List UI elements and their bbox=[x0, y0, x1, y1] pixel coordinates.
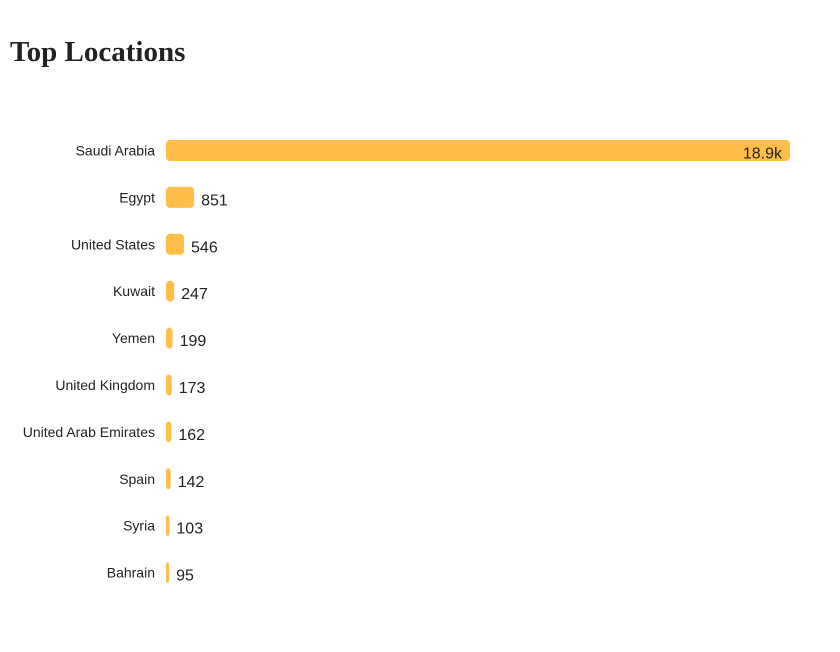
bar-saudi-arabia[interactable] bbox=[166, 140, 790, 161]
value-label-egypt: 851 bbox=[201, 192, 228, 209]
bar-egypt[interactable] bbox=[166, 186, 195, 208]
category-label-syria: Syria bbox=[123, 518, 155, 534]
value-label-bahrain: 95 bbox=[176, 568, 194, 585]
bar-yemen[interactable] bbox=[166, 327, 173, 349]
value-label-united-arab-emirates: 162 bbox=[178, 427, 205, 444]
bar-united-kingdom[interactable] bbox=[166, 374, 172, 396]
bar-bahrain[interactable] bbox=[166, 562, 170, 584]
bar-united-arab-emirates[interactable] bbox=[166, 421, 172, 443]
value-label-united-states: 546 bbox=[191, 239, 218, 256]
value-label-spain: 142 bbox=[178, 474, 205, 491]
category-label-united-arab-emirates: United Arab Emirates bbox=[23, 424, 155, 440]
value-label-syria: 103 bbox=[176, 521, 203, 538]
category-label-kuwait: Kuwait bbox=[113, 283, 155, 299]
bar-spain[interactable] bbox=[166, 468, 171, 490]
bar-united-states[interactable] bbox=[166, 233, 185, 255]
category-label-saudi-arabia: Saudi Arabia bbox=[76, 143, 156, 159]
category-label-yemen: Yemen bbox=[112, 330, 155, 346]
category-label-spain: Spain bbox=[119, 471, 155, 487]
category-label-united-kingdom: United Kingdom bbox=[55, 377, 155, 393]
bar-syria[interactable] bbox=[166, 515, 170, 537]
chart-title: Top Locations bbox=[10, 36, 186, 68]
value-label-saudi-arabia: 18.9k bbox=[743, 146, 783, 163]
value-label-kuwait: 247 bbox=[181, 286, 208, 303]
category-label-united-states: United States bbox=[71, 236, 155, 252]
bar-kuwait[interactable] bbox=[166, 280, 175, 302]
category-label-bahrain: Bahrain bbox=[107, 565, 155, 581]
category-label-egypt: Egypt bbox=[119, 189, 155, 205]
value-label-united-kingdom: 173 bbox=[179, 380, 206, 397]
value-label-yemen: 199 bbox=[180, 333, 207, 350]
